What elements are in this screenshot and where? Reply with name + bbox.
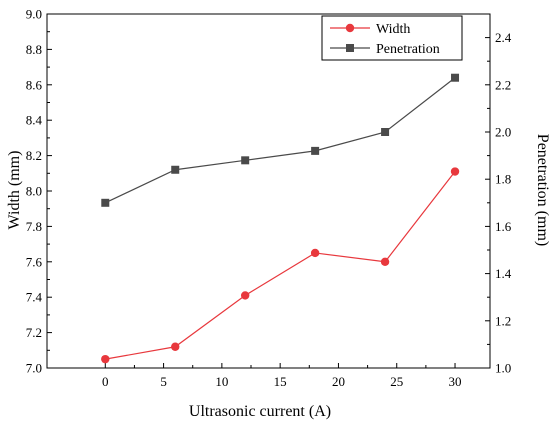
plot-frame bbox=[46, 13, 491, 369]
data-point-width bbox=[310, 248, 320, 258]
left-y-tick-label: 9.0 bbox=[26, 7, 42, 22]
right-y-tick-label: 1.6 bbox=[495, 219, 512, 234]
x-tick-label: 25 bbox=[390, 374, 403, 389]
legend-label: Penetration bbox=[376, 42, 440, 57]
right-y-tick-label: 1.0 bbox=[495, 361, 511, 376]
right-y-tick-label: 2.0 bbox=[495, 125, 511, 140]
data-point-penetration bbox=[241, 156, 250, 165]
right-y-tick-label: 2.2 bbox=[495, 77, 511, 92]
data-point-width bbox=[171, 342, 180, 351]
data-point-penetration bbox=[171, 165, 180, 174]
series-penetration bbox=[101, 73, 460, 207]
data-point-penetration bbox=[101, 198, 110, 207]
plot-axes: 0 5 10 15 20 25 30 7.0 7.2 7.4 7.6 7.8 8.0 8.2 8.4 8.6 8… bbox=[26, 7, 512, 390]
legend-label: Width bbox=[376, 22, 410, 37]
left-y-tick-label: 7.4 bbox=[26, 290, 43, 305]
x-tick-label: 0 bbox=[102, 374, 109, 389]
x-tick-label: 5 bbox=[160, 374, 167, 389]
data-point-penetration bbox=[451, 73, 460, 82]
right-y-tick-label: 2.4 bbox=[495, 30, 512, 45]
legend-swatch-marker bbox=[346, 44, 354, 52]
legend: Width Penetration bbox=[321, 15, 463, 61]
x-tick-label: 10 bbox=[215, 374, 228, 389]
legend-swatch-marker bbox=[345, 23, 355, 33]
left-y-axis-title: Width (mm) bbox=[6, 151, 23, 230]
series-layer bbox=[101, 73, 460, 364]
legend-box bbox=[321, 15, 463, 61]
left-y-tick-label: 8.2 bbox=[26, 148, 42, 163]
left-y-tick-label: 7.6 bbox=[26, 254, 43, 269]
x-tick-label: 15 bbox=[274, 374, 287, 389]
data-point-width bbox=[240, 291, 250, 300]
left-y-tick-label: 7.8 bbox=[26, 219, 42, 234]
right-y-axis-title: Penetration (mm) bbox=[534, 134, 550, 246]
x-tick-label: 20 bbox=[332, 374, 345, 389]
left-y-tick-label: 7.2 bbox=[26, 325, 42, 340]
data-point-width bbox=[380, 257, 390, 266]
right-y-tick-label: 1.4 bbox=[495, 266, 512, 281]
x-axis-title: Ultrasonic current (A) bbox=[189, 403, 331, 420]
data-point-width bbox=[450, 167, 460, 176]
left-y-tick-label: 8.0 bbox=[26, 184, 42, 199]
left-y-tick-label: 8.6 bbox=[26, 77, 43, 92]
data-point-width bbox=[101, 354, 110, 364]
data-point-penetration bbox=[311, 146, 320, 155]
left-y-tick-label: 7.0 bbox=[26, 361, 42, 376]
right-y-tick-label: 1.2 bbox=[495, 313, 511, 328]
series-line-width bbox=[105, 171, 456, 360]
right-y-tick-label: 1.8 bbox=[495, 172, 511, 187]
series-width bbox=[101, 167, 460, 364]
series-line-penetration bbox=[105, 77, 456, 204]
left-y-tick-label: 8.8 bbox=[26, 42, 42, 57]
x-tick-label: 30 bbox=[449, 374, 462, 389]
data-point-penetration bbox=[381, 128, 390, 136]
left-y-tick-label: 8.4 bbox=[26, 113, 43, 128]
